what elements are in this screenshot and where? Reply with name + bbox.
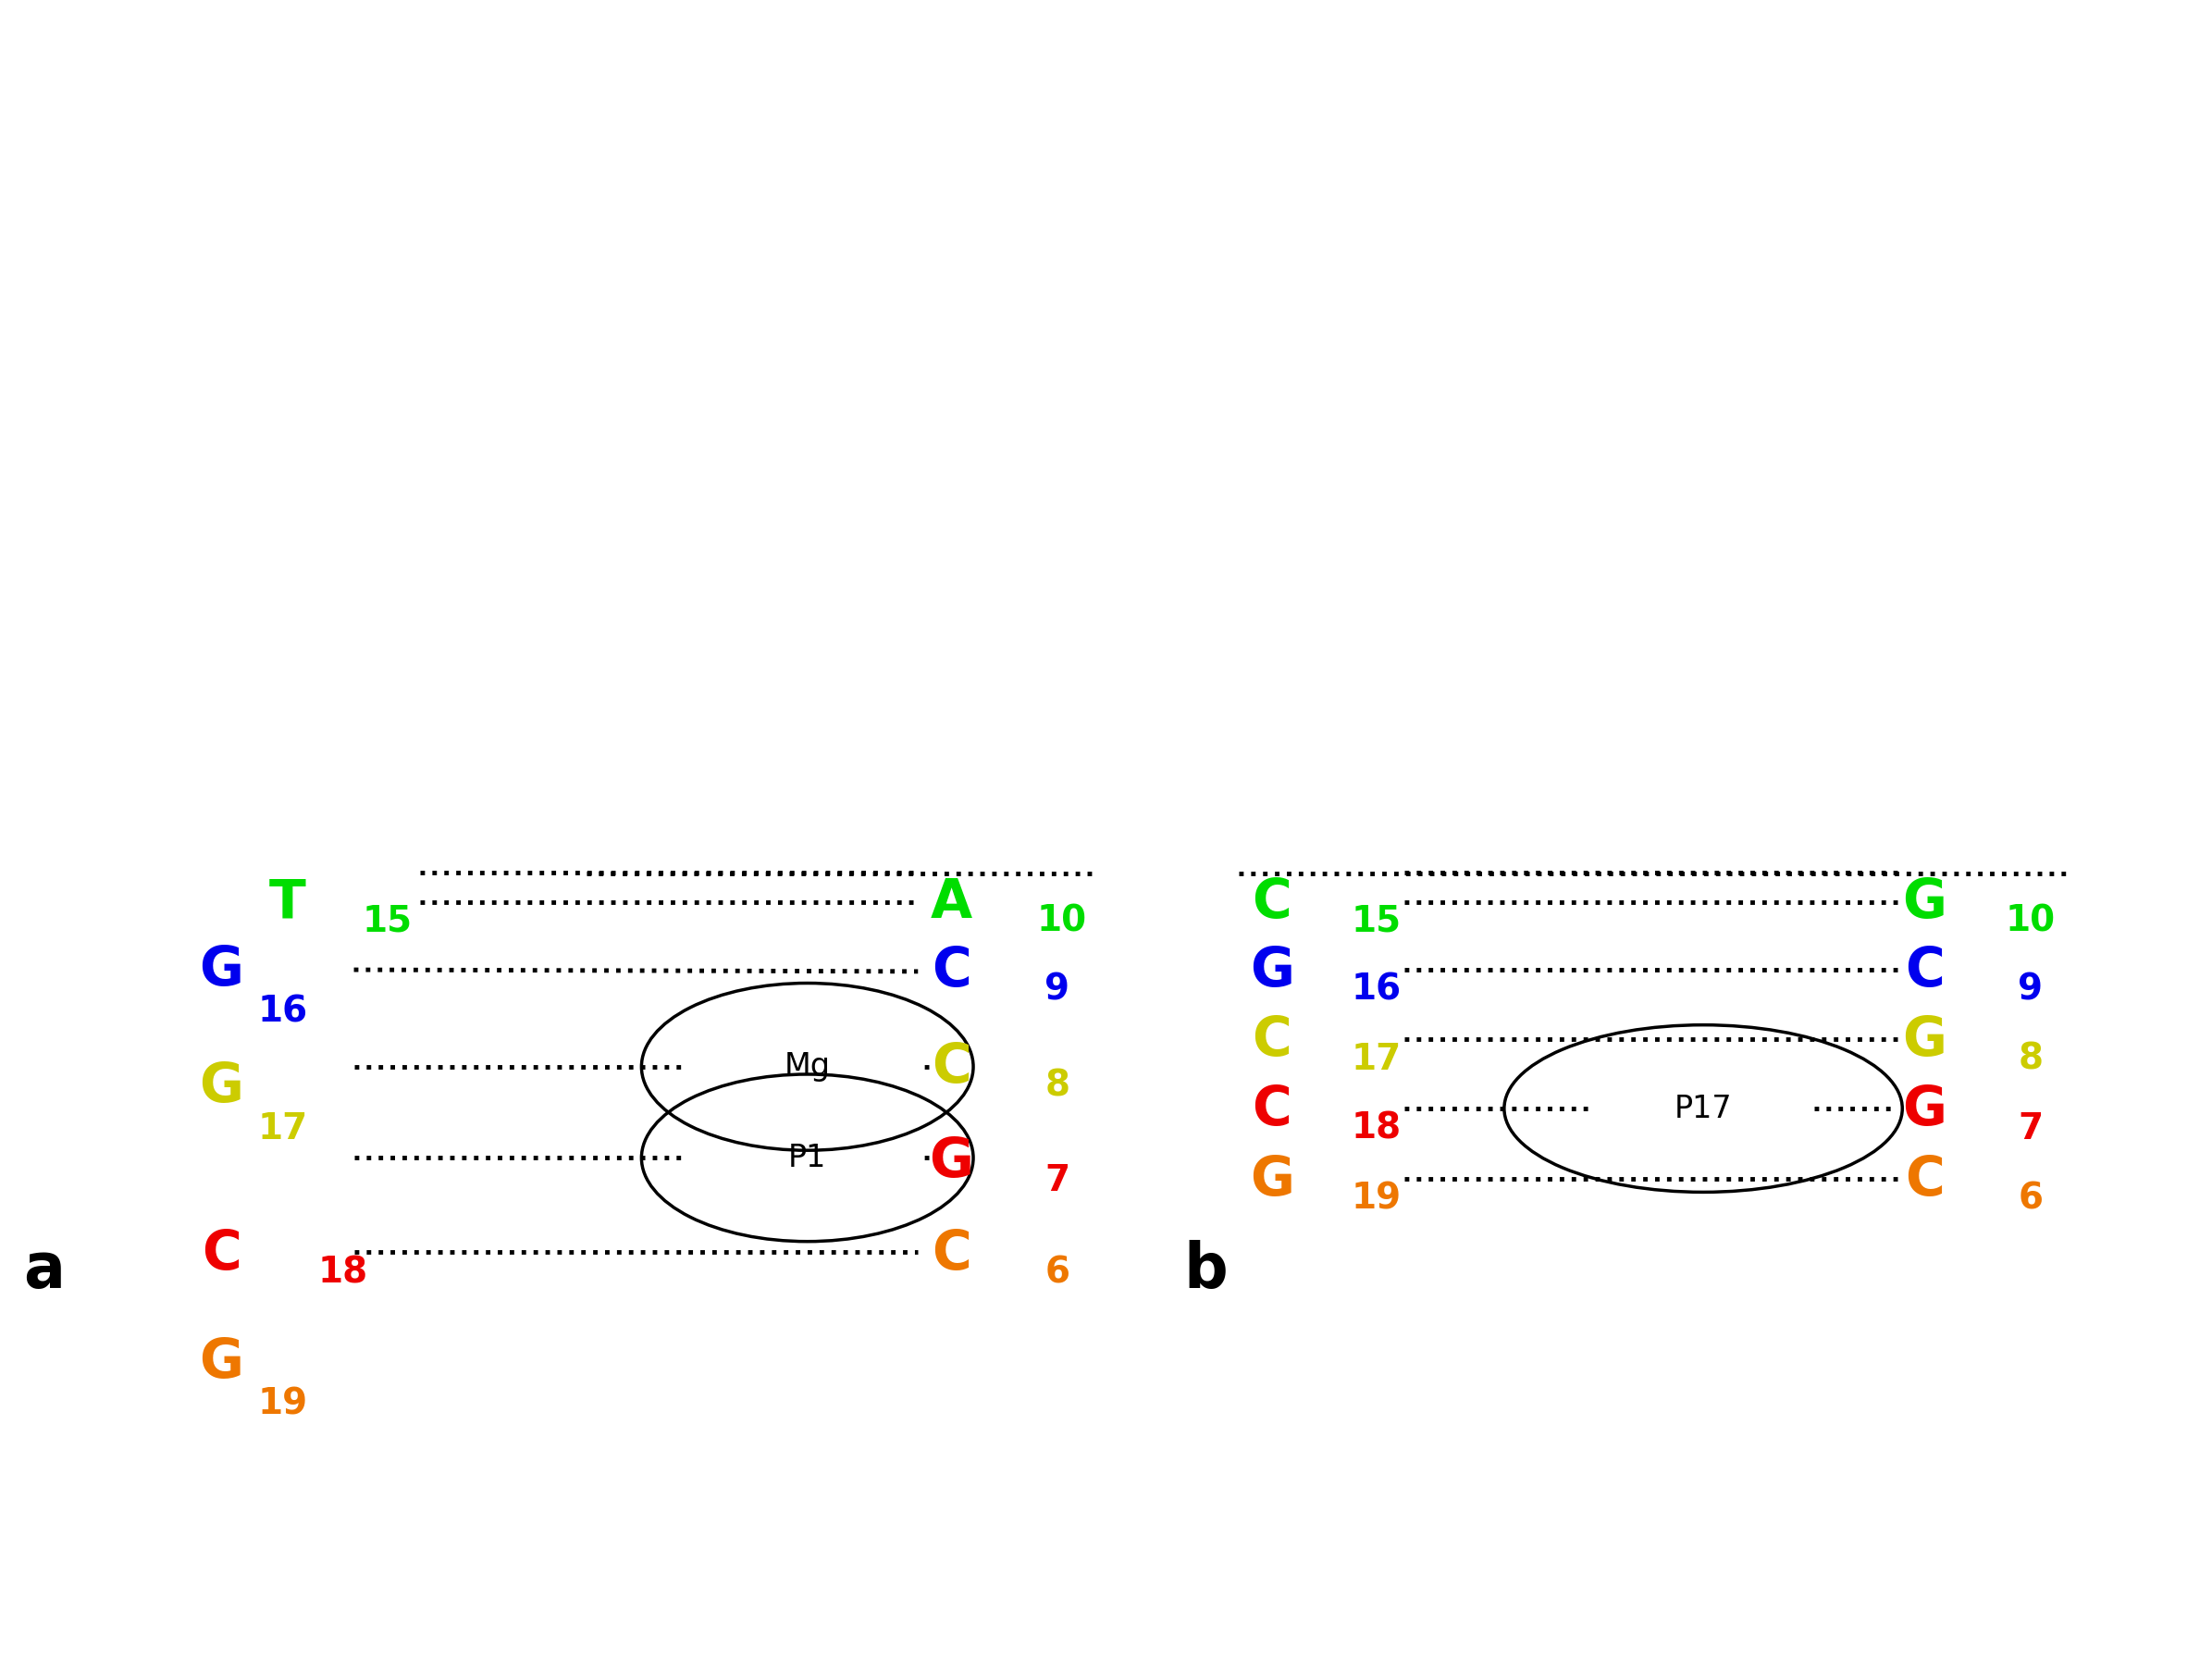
- Text: 8: 8: [2017, 1042, 2044, 1077]
- Text: 18: 18: [1352, 1110, 1400, 1147]
- Text: 17: 17: [259, 1110, 307, 1147]
- Text: G: G: [199, 1060, 243, 1114]
- Text: C: C: [931, 1042, 971, 1093]
- Text: a: a: [24, 1241, 64, 1301]
- Text: 8: 8: [1044, 1068, 1071, 1104]
- Text: 19: 19: [259, 1386, 307, 1423]
- Text: 6: 6: [1044, 1254, 1071, 1291]
- Text: 6: 6: [2017, 1180, 2044, 1217]
- Text: A: A: [931, 876, 971, 930]
- Text: P17: P17: [1674, 1093, 1732, 1124]
- Text: G: G: [1250, 1154, 1294, 1207]
- Text: P1: P1: [787, 1142, 827, 1174]
- Text: G: G: [1902, 1083, 1947, 1137]
- Text: 10: 10: [2006, 903, 2055, 940]
- Text: 19: 19: [1352, 1180, 1400, 1217]
- Text: 18: 18: [319, 1254, 367, 1291]
- Text: G: G: [1902, 876, 1947, 930]
- Text: C: C: [201, 1227, 241, 1281]
- Text: C: C: [1905, 945, 1944, 998]
- Text: C: C: [1252, 1083, 1292, 1137]
- Text: 9: 9: [2017, 971, 2044, 1008]
- Text: C: C: [1905, 1154, 1944, 1207]
- Text: C: C: [931, 945, 971, 998]
- Text: 9: 9: [1044, 971, 1071, 1008]
- Text: 16: 16: [1352, 971, 1400, 1008]
- Text: 7: 7: [1044, 1162, 1071, 1199]
- Text: C: C: [1252, 1015, 1292, 1067]
- Text: b: b: [1183, 1241, 1228, 1301]
- Text: G: G: [199, 943, 243, 997]
- Text: C: C: [1252, 876, 1292, 930]
- Text: T: T: [270, 876, 305, 930]
- Text: G: G: [1250, 945, 1294, 998]
- Text: 7: 7: [2017, 1110, 2044, 1147]
- Text: G: G: [1902, 1015, 1947, 1067]
- Text: 10: 10: [1037, 903, 1086, 940]
- Text: 15: 15: [1352, 903, 1400, 940]
- Text: 15: 15: [363, 903, 411, 940]
- Text: C: C: [931, 1227, 971, 1281]
- Text: Mg: Mg: [785, 1052, 830, 1082]
- Text: G: G: [929, 1135, 973, 1189]
- Text: 16: 16: [259, 993, 307, 1030]
- Text: 17: 17: [1352, 1042, 1400, 1077]
- Text: G: G: [199, 1336, 243, 1389]
